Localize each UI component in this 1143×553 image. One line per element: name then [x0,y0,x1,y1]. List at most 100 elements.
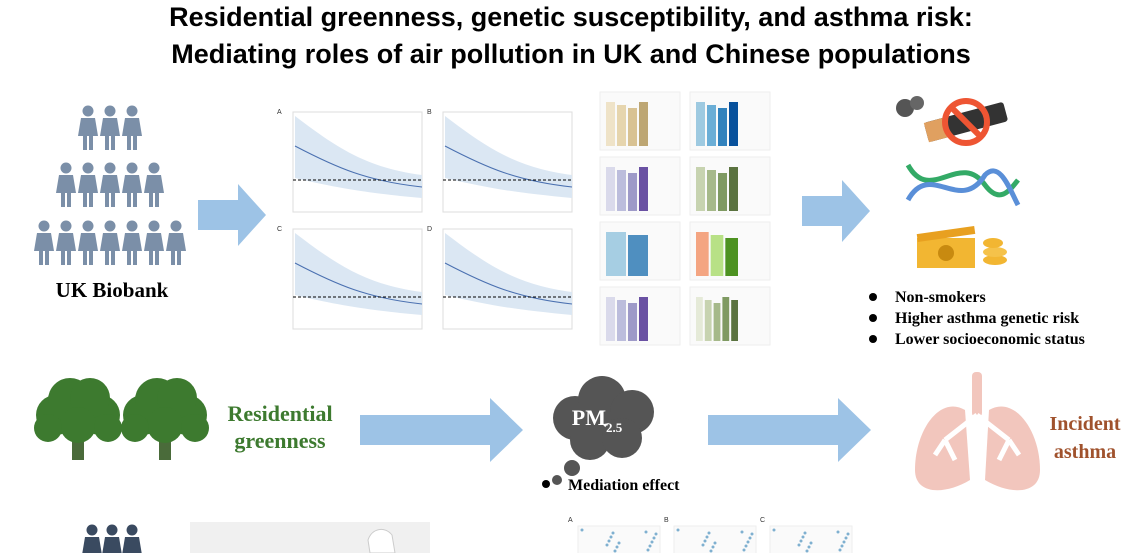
point-shape [652,536,656,540]
point-shape [611,531,615,535]
curve [294,145,423,188]
point-shape [609,535,613,539]
bar-shape [606,102,615,146]
panel-letter: A [568,517,573,524]
bar-shape [617,105,626,146]
curve-figure: A B C D [277,109,573,330]
mediator-label: PM2.5 [572,405,623,435]
panel-frame [673,525,757,553]
person [78,105,98,150]
panel-letter: C [760,517,765,524]
bar-shape [696,167,705,211]
tree-icon [34,378,122,460]
bar-shape [617,170,626,211]
lungs-icon [915,372,1040,491]
panel-letter: A [277,109,282,116]
exposure-label: Residential [227,401,332,426]
point-shape [613,549,617,553]
ci-band [445,233,572,315]
title-line: Residential greenness, genetic susceptib… [169,2,973,32]
bar-shape [729,102,738,146]
point-shape [838,548,842,552]
person [100,220,120,265]
bullet-text: Lower socioeconomic status [895,331,1085,348]
point-shape [648,544,652,548]
panel-frame [442,228,573,330]
bar-shape [628,108,637,146]
bar-shape [696,232,709,276]
bar-shape [707,170,716,211]
map-shape [367,528,396,553]
point-shape [746,540,750,544]
bar-shape [628,303,637,341]
people-icon [82,524,142,553]
person [56,220,76,265]
scatter-figure: A B C [568,517,853,553]
tree-icon [121,378,209,460]
curve [444,262,573,305]
point-shape [799,539,803,543]
bullet-list: Non-smokers Higher asthma genetic risk Low… [869,289,1085,348]
bar-shape [617,300,626,341]
bar-shape [696,297,703,341]
point-shape [644,530,648,534]
point-shape [842,540,846,544]
person [166,220,186,265]
bar-shape [710,235,724,276]
point-shape [617,541,621,545]
point-shape [748,536,752,540]
point-shape [650,540,654,544]
bullet-dot [542,480,550,488]
point-shape [742,548,746,552]
bar-shape [713,303,721,341]
person [56,162,76,207]
panel-letter: B [664,517,669,524]
point-shape [744,544,748,548]
point-shape [840,544,844,548]
point-shape [836,530,840,534]
bar-figure [599,91,771,346]
bullet-text: Non-smokers [895,289,986,306]
person [144,162,164,207]
panel-frame [292,228,423,330]
point-shape [646,548,650,552]
panel-frame [442,111,573,213]
cohort-label: UK Biobank [56,278,169,302]
bar-shape [639,297,648,341]
curve [294,262,423,305]
panel-letter: B [427,109,432,116]
person [122,162,142,207]
point-shape [713,541,717,545]
panel-frame [769,525,853,553]
bar-shape [696,102,705,146]
bullet-dot [869,293,877,301]
mediator-subscript: 2.5 [606,420,623,435]
point-shape [703,539,707,543]
bullet-text: Higher asthma genetic risk [895,310,1079,327]
mediation-note: Mediation effect [568,477,680,494]
point-shape [797,543,801,547]
point-shape [805,549,809,553]
panel-frame [689,286,771,346]
title-line: Mediating roles of air pollution in UK a… [171,39,971,69]
mediator-name: PM [572,405,606,430]
point-shape [809,541,813,545]
person [100,162,120,207]
point-shape [844,536,848,540]
panel-letter: D [427,226,432,233]
point-shape [605,543,609,547]
point-shape [705,535,709,539]
bar-shape [731,300,738,341]
panel-frame [292,111,423,213]
panel-letter: C [277,226,282,233]
bullet-dot [869,314,877,322]
cloud-icon [552,376,654,485]
people-icon [34,105,186,265]
point-shape [740,530,744,534]
arrows [198,180,871,462]
bar-shape [606,297,615,341]
point-shape [580,528,584,532]
bar-shape [704,300,712,341]
point-shape [750,532,754,536]
